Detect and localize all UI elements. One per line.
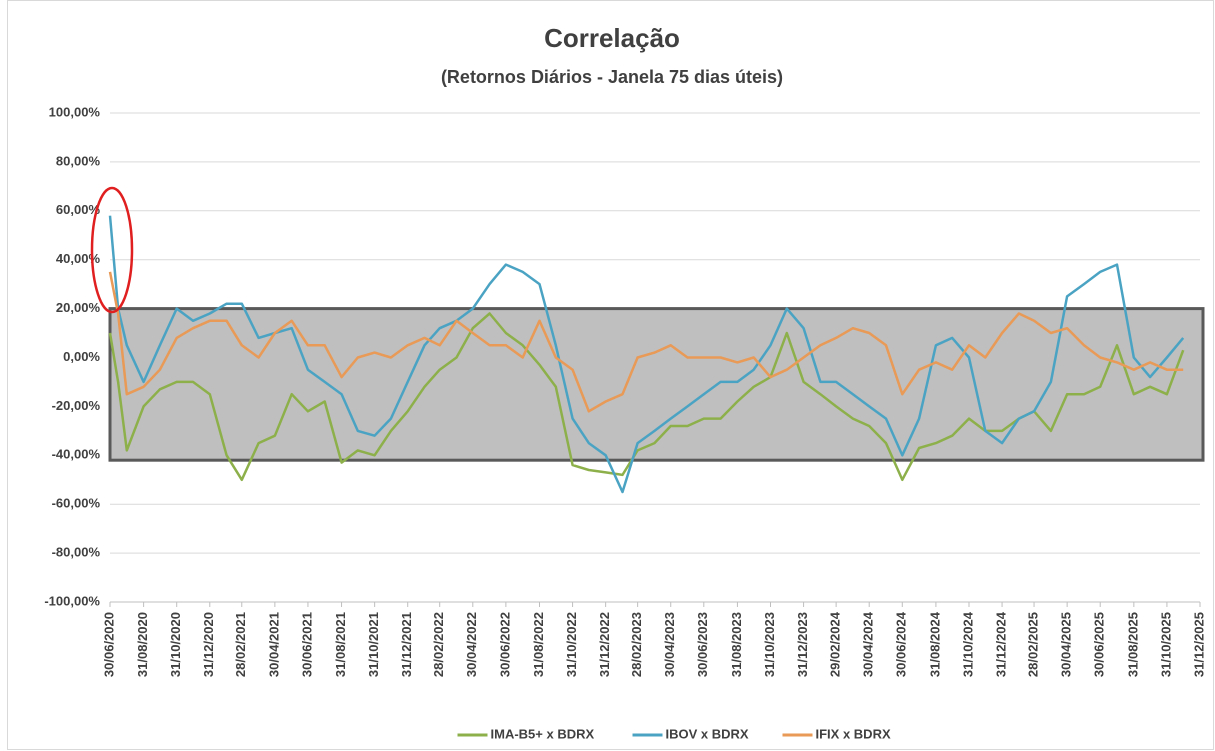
x-tick-label: 31/12/2022 <box>597 612 612 677</box>
x-tick-label: 30/04/2025 <box>1059 612 1074 677</box>
x-tick-label: 30/04/2021 <box>266 612 281 677</box>
y-tick-label: 20,00% <box>56 300 101 315</box>
x-tick-label: 31/12/2023 <box>795 612 810 677</box>
x-tick-label: 30/06/2021 <box>299 612 314 677</box>
x-tick-label: 31/10/2020 <box>168 612 183 677</box>
x-tick-label: 31/08/2024 <box>927 611 942 677</box>
y-tick-label: -80,00% <box>52 545 101 560</box>
x-tick-label: 30/06/2023 <box>695 612 710 677</box>
series-line <box>108 312 1185 482</box>
x-tick-label: 31/08/2020 <box>135 612 150 677</box>
x-tick-label: 31/08/2021 <box>333 612 348 677</box>
x-tick-label: 29/02/2024 <box>828 611 843 677</box>
x-tick-label: 31/10/2025 <box>1158 612 1173 677</box>
x-tick-label: 31/10/2022 <box>564 612 579 677</box>
plot-area: -100,00% -80,00% -60,00% -40,00% -20,00% 0,00… <box>44 104 1206 677</box>
x-tick-label: 31/12/2020 <box>201 612 216 677</box>
y-tick-label: 0,00% <box>63 349 100 364</box>
x-tick-label: 30/04/2024 <box>861 611 876 677</box>
shaded-band <box>108 307 1205 462</box>
x-tick-label: 31/08/2025 <box>1125 612 1140 677</box>
x-tick-label: 31/08/2023 <box>729 612 744 677</box>
y-tick-label: -40,00% <box>52 447 101 462</box>
y-tick-label: 80,00% <box>56 153 101 168</box>
x-tick-label: 30/06/2022 <box>497 612 512 677</box>
x-tick-label: 31/10/2024 <box>960 611 975 677</box>
x-tick-label: 30/06/2024 <box>894 611 909 677</box>
x-tick-label: 30/06/2020 <box>101 612 116 677</box>
x-tick-label: 28/02/2023 <box>629 612 644 677</box>
y-tick-label: 40,00% <box>56 251 101 266</box>
y-tick-label: -20,00% <box>52 398 101 413</box>
legend-label: IBOV x BDRX <box>666 726 749 741</box>
x-tick-label: 30/06/2025 <box>1092 612 1107 677</box>
x-tick-label: 31/12/2025 <box>1191 612 1206 677</box>
legend-label: IMA-B5+ x BDRX <box>491 726 595 741</box>
x-tick-label: 31/10/2023 <box>762 612 777 677</box>
series-line <box>108 271 1184 413</box>
y-tick-label: 60,00% <box>56 202 101 217</box>
x-tick-label: 30/04/2023 <box>662 612 677 677</box>
x-tick-label: 28/02/2022 <box>431 612 446 677</box>
x-tick-label: 31/08/2022 <box>531 612 546 677</box>
legend-label: IFIX x BDRX <box>816 726 891 741</box>
chart-subtitle: (Retornos Diários - Janela 75 dias úteis… <box>441 67 783 87</box>
y-tick-label: -60,00% <box>52 496 101 511</box>
x-tick-label: 31/12/2024 <box>994 611 1009 677</box>
x-tick-label: 30/04/2022 <box>464 612 479 677</box>
x-tick-label: 28/02/2021 <box>233 612 248 677</box>
x-tick-label: 31/12/2021 <box>399 612 414 677</box>
x-tick-label: 31/10/2021 <box>366 612 381 677</box>
y-tick-label: 100,00% <box>49 104 101 119</box>
y-tick-label: -100,00% <box>44 593 100 608</box>
x-tick-label: 28/02/2025 <box>1025 612 1040 677</box>
highlight-ellipse <box>90 186 134 314</box>
chart-title: Correlação <box>544 23 680 53</box>
